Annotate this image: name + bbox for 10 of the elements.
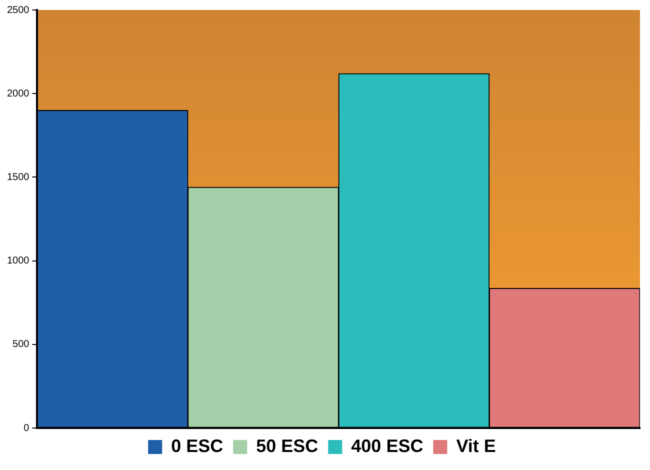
y-tick-label: 1500 [6,172,30,183]
y-tick-label: 1000 [6,256,30,267]
y-tick-label: 500 [12,339,30,350]
y-tick-label: 0 [24,422,30,434]
legend-label: 400 ESC [351,436,424,456]
y-tick-label: 2000 [6,88,30,100]
legend-label: 0 ESC [171,436,224,456]
legend-label: Vit E [456,436,496,456]
legend-label: 50 ESC [256,436,318,456]
y-tick-label: 2500 [6,4,30,16]
